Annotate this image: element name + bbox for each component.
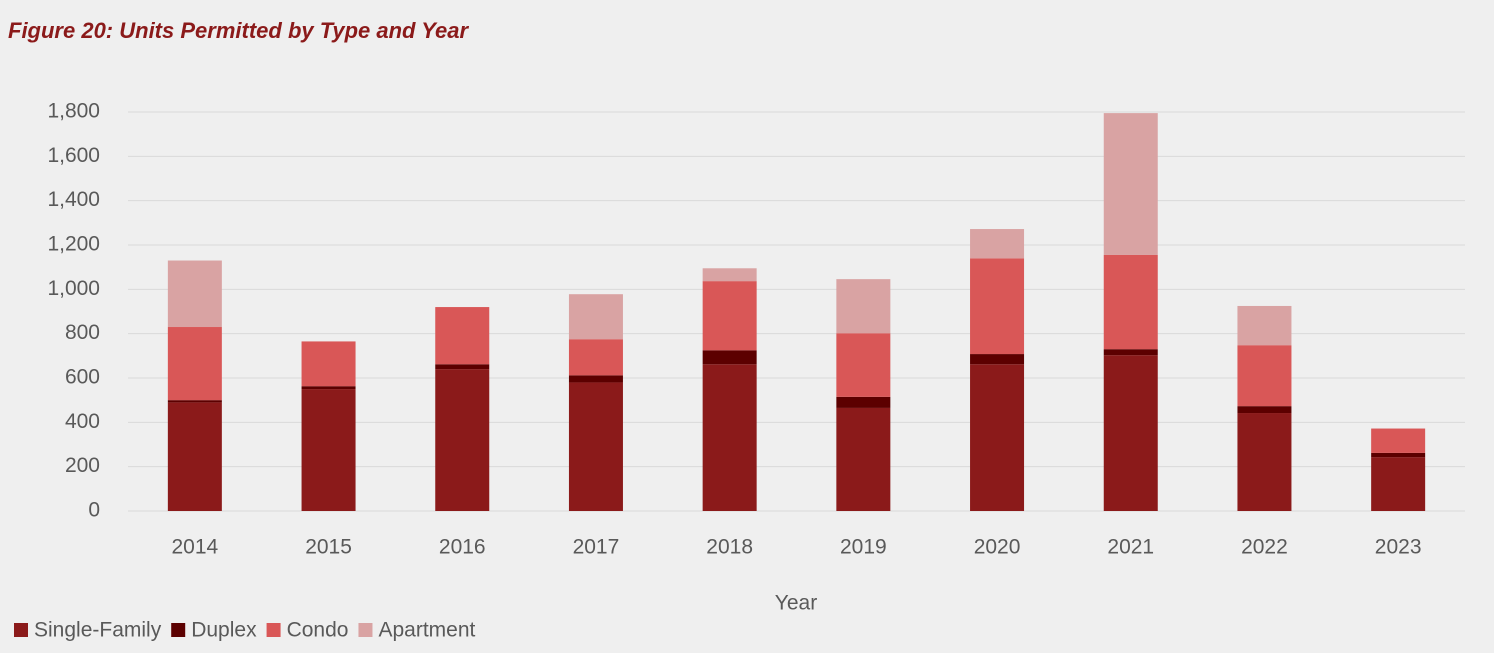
legend-swatch	[266, 623, 281, 637]
bar-segment	[702, 281, 757, 351]
y-tick-label: 1,600	[47, 144, 100, 167]
bar-segment	[1237, 345, 1292, 407]
x-tick-label: 2016	[439, 536, 486, 559]
bar-segment	[702, 350, 757, 365]
bar-segment	[970, 354, 1025, 365]
legend-label: Condo	[287, 619, 349, 642]
x-tick-label: 2019	[840, 536, 887, 559]
bar-segment	[568, 339, 623, 376]
bar-segment	[1103, 349, 1158, 356]
x-tick-label: 2023	[1375, 536, 1422, 559]
bar-segment	[836, 396, 891, 408]
bar-segment	[1371, 452, 1426, 458]
chart-title: Figure 20: Units Permitted by Type and Y…	[8, 18, 470, 43]
bar-segment	[568, 382, 623, 511]
legend-swatch	[14, 623, 28, 637]
y-tick-label: 0	[88, 499, 100, 522]
bar-segment	[301, 389, 356, 511]
bar-segment	[836, 333, 891, 397]
legend-label: Duplex	[191, 619, 257, 642]
x-tick-label: 2021	[1107, 536, 1154, 559]
bar-segment	[568, 294, 623, 340]
legend-swatch	[171, 623, 186, 637]
bar-segment	[435, 307, 490, 365]
bar-segment	[970, 229, 1025, 259]
y-tick-label: 400	[65, 410, 100, 433]
bar-segment	[301, 341, 356, 387]
bar-segment	[836, 407, 891, 511]
x-axis-label: Year	[775, 592, 817, 615]
y-tick-label: 1,200	[47, 233, 100, 256]
bar-segment	[435, 369, 490, 511]
y-tick-label: 1,400	[47, 188, 100, 211]
bar-segment	[970, 364, 1025, 511]
bar-segment	[435, 364, 490, 370]
legend-label: Single-Family	[34, 619, 162, 642]
x-tick-label: 2022	[1241, 536, 1288, 559]
x-tick-label: 2018	[706, 536, 753, 559]
x-tick-label: 2017	[573, 536, 620, 559]
bar-segment	[1371, 428, 1426, 453]
bar-segment	[702, 364, 757, 511]
y-tick-label: 1,800	[47, 100, 100, 123]
y-tick-label: 600	[65, 366, 100, 389]
y-tick-label: 800	[65, 321, 100, 344]
bar-segment	[1103, 355, 1158, 511]
bar-segment	[167, 260, 222, 328]
bar-segment	[167, 400, 222, 403]
bar-segment	[702, 268, 757, 282]
legend-label: Apartment	[378, 619, 475, 642]
legend-swatch	[358, 623, 373, 637]
bar-segment	[568, 375, 623, 383]
y-tick-label: 200	[65, 454, 100, 477]
x-tick-label: 2014	[171, 536, 218, 559]
bar-segment	[167, 327, 222, 401]
bar-segment	[1371, 457, 1426, 511]
y-tick-label: 1,000	[47, 277, 100, 300]
x-tick-label: 2020	[974, 536, 1021, 559]
bar-segment	[1237, 305, 1292, 346]
bar-segment	[1237, 413, 1292, 511]
bar-segment	[836, 279, 891, 334]
bar-segment	[1103, 113, 1158, 255]
bar-segment	[167, 402, 222, 511]
bar-segment	[1103, 254, 1158, 350]
bar-segment	[301, 386, 356, 390]
bar-segment	[970, 258, 1025, 355]
x-tick-label: 2015	[305, 536, 352, 559]
bar-segment	[1237, 406, 1292, 414]
